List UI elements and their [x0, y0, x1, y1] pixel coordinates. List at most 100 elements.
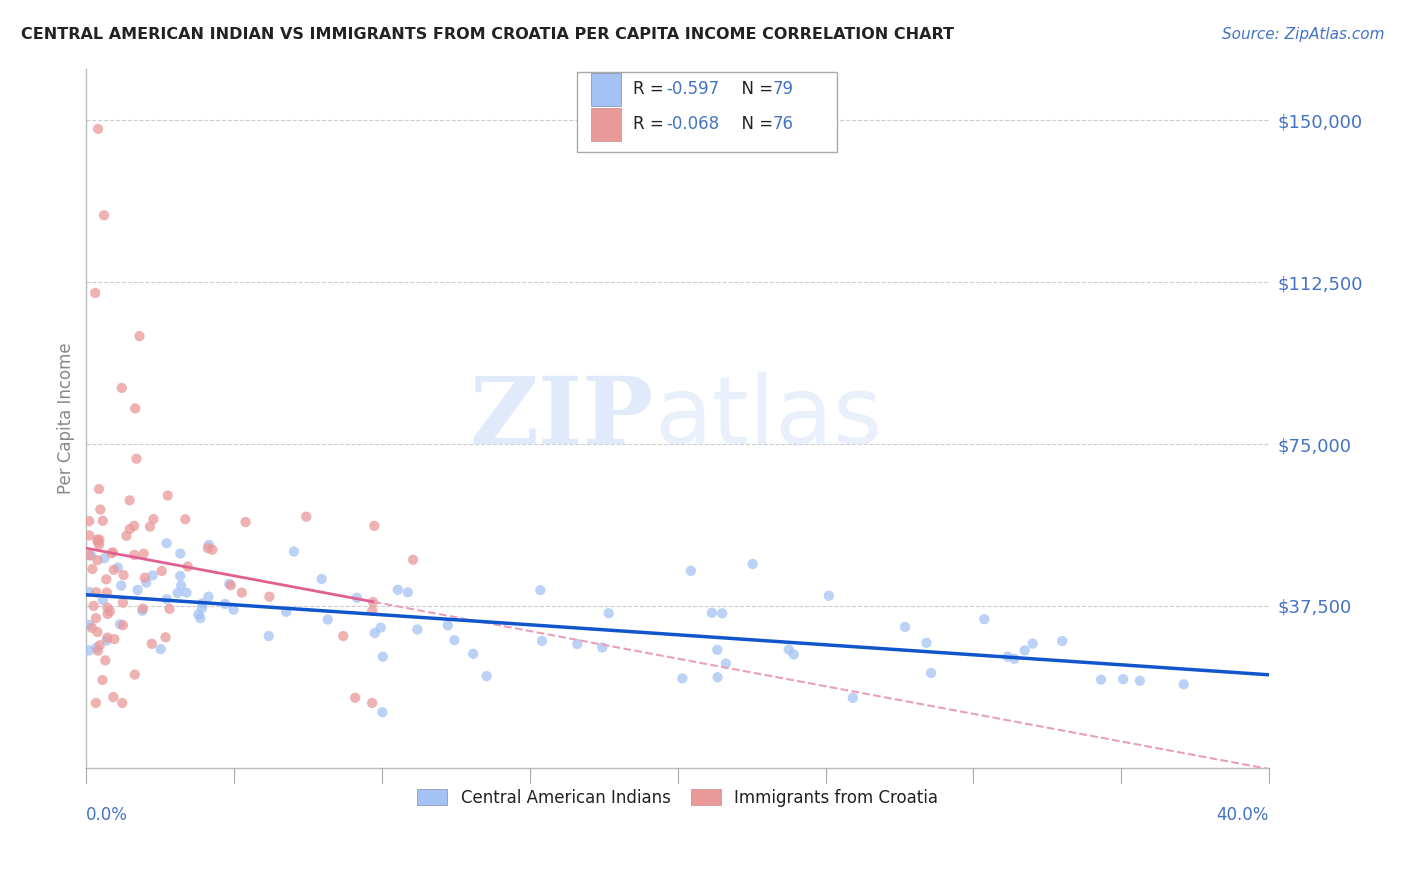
Point — [169, 569, 191, 583]
Point — [96, 573, 118, 587]
Point — [86, 553, 108, 567]
Text: Source: ZipAtlas.com: Source: ZipAtlas.com — [1222, 27, 1385, 42]
Point — [100, 546, 122, 560]
Point — [112, 568, 135, 582]
Point — [96, 633, 118, 648]
Point — [997, 649, 1019, 664]
Point — [127, 582, 149, 597]
Point — [311, 572, 333, 586]
Point — [973, 612, 995, 626]
Point — [371, 706, 394, 720]
Point — [77, 585, 100, 599]
Point — [818, 589, 841, 603]
Point — [406, 623, 429, 637]
Point — [214, 597, 236, 611]
Text: 0.0%: 0.0% — [86, 806, 128, 824]
Point — [219, 578, 242, 592]
Point — [170, 578, 193, 592]
Point — [77, 643, 100, 657]
Point — [915, 636, 938, 650]
Point — [222, 602, 245, 616]
Point — [706, 670, 728, 684]
Text: N =: N = — [731, 115, 779, 134]
Point — [363, 519, 385, 533]
Point — [131, 604, 153, 618]
Point — [94, 653, 117, 667]
Point — [176, 585, 198, 599]
Point — [84, 285, 107, 300]
Point — [97, 607, 120, 621]
Point — [316, 612, 339, 626]
Point — [87, 538, 110, 552]
Point — [135, 575, 157, 590]
Point — [187, 607, 209, 622]
Text: N =: N = — [731, 80, 779, 98]
Legend: Central American Indians, Immigrants from Croatia: Central American Indians, Immigrants fro… — [409, 780, 946, 815]
Point — [134, 571, 156, 585]
Point — [156, 488, 179, 502]
Point — [110, 578, 132, 592]
Point — [1002, 652, 1025, 666]
Point — [128, 329, 150, 343]
Point — [201, 542, 224, 557]
Point — [842, 690, 865, 705]
Point — [190, 611, 212, 625]
Point — [1090, 673, 1112, 687]
Point — [711, 607, 734, 621]
Point — [89, 638, 111, 652]
Point — [83, 599, 105, 613]
Point — [920, 665, 942, 680]
Point — [567, 637, 589, 651]
Point — [103, 690, 125, 704]
Point — [155, 630, 177, 644]
Point — [174, 512, 197, 526]
Point — [77, 514, 100, 528]
Point — [93, 551, 115, 566]
Point — [150, 564, 173, 578]
Text: -0.068: -0.068 — [666, 115, 718, 134]
Point — [197, 541, 219, 556]
Point — [87, 643, 110, 657]
Text: R =: R = — [633, 80, 669, 98]
Point — [118, 493, 141, 508]
Point — [218, 577, 240, 591]
Point — [103, 563, 125, 577]
Point — [122, 518, 145, 533]
Point — [346, 591, 368, 605]
Point — [108, 617, 131, 632]
Point — [370, 621, 392, 635]
Point — [436, 618, 458, 632]
Point — [124, 548, 146, 562]
Point — [1129, 673, 1152, 688]
Point — [132, 547, 155, 561]
Point — [191, 601, 214, 615]
Point — [177, 559, 200, 574]
Point — [93, 208, 115, 222]
Point — [198, 538, 221, 552]
FancyBboxPatch shape — [592, 108, 621, 141]
Point — [124, 401, 146, 416]
Text: -0.597: -0.597 — [666, 80, 718, 98]
Point — [475, 669, 498, 683]
Point — [139, 519, 162, 533]
Point — [111, 381, 134, 395]
Point — [77, 618, 100, 632]
Point — [80, 549, 103, 563]
Point — [84, 611, 107, 625]
Point — [529, 583, 551, 598]
Point — [1014, 643, 1036, 657]
Point — [86, 533, 108, 547]
Point — [82, 562, 104, 576]
Y-axis label: Per Capita Income: Per Capita Income — [58, 343, 75, 494]
Point — [396, 585, 419, 599]
Point — [283, 544, 305, 558]
Point — [111, 596, 134, 610]
Point — [87, 535, 110, 549]
Point — [364, 626, 387, 640]
Point — [671, 672, 693, 686]
Point — [84, 696, 107, 710]
Point — [530, 634, 553, 648]
Point — [80, 621, 103, 635]
Point — [191, 596, 214, 610]
Point — [142, 512, 165, 526]
